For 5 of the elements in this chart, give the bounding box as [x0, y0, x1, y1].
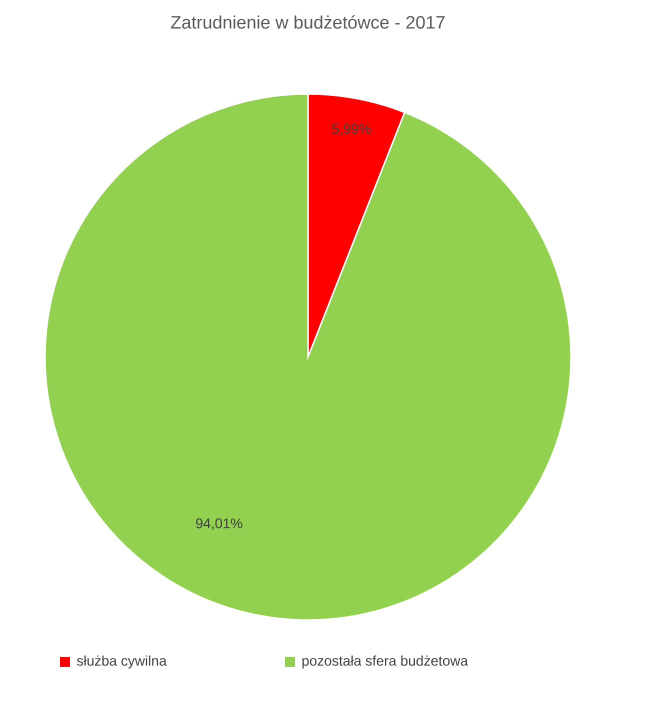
data-label: 5,99%	[332, 124, 371, 136]
data-label: 94,01%	[196, 518, 242, 530]
legend-label: pozostała sfera budżetowa	[302, 655, 468, 669]
legend-label: służba cywilna	[76, 655, 167, 669]
chart-title: Zatrudnienie w budżetówce - 2017	[170, 15, 445, 29]
